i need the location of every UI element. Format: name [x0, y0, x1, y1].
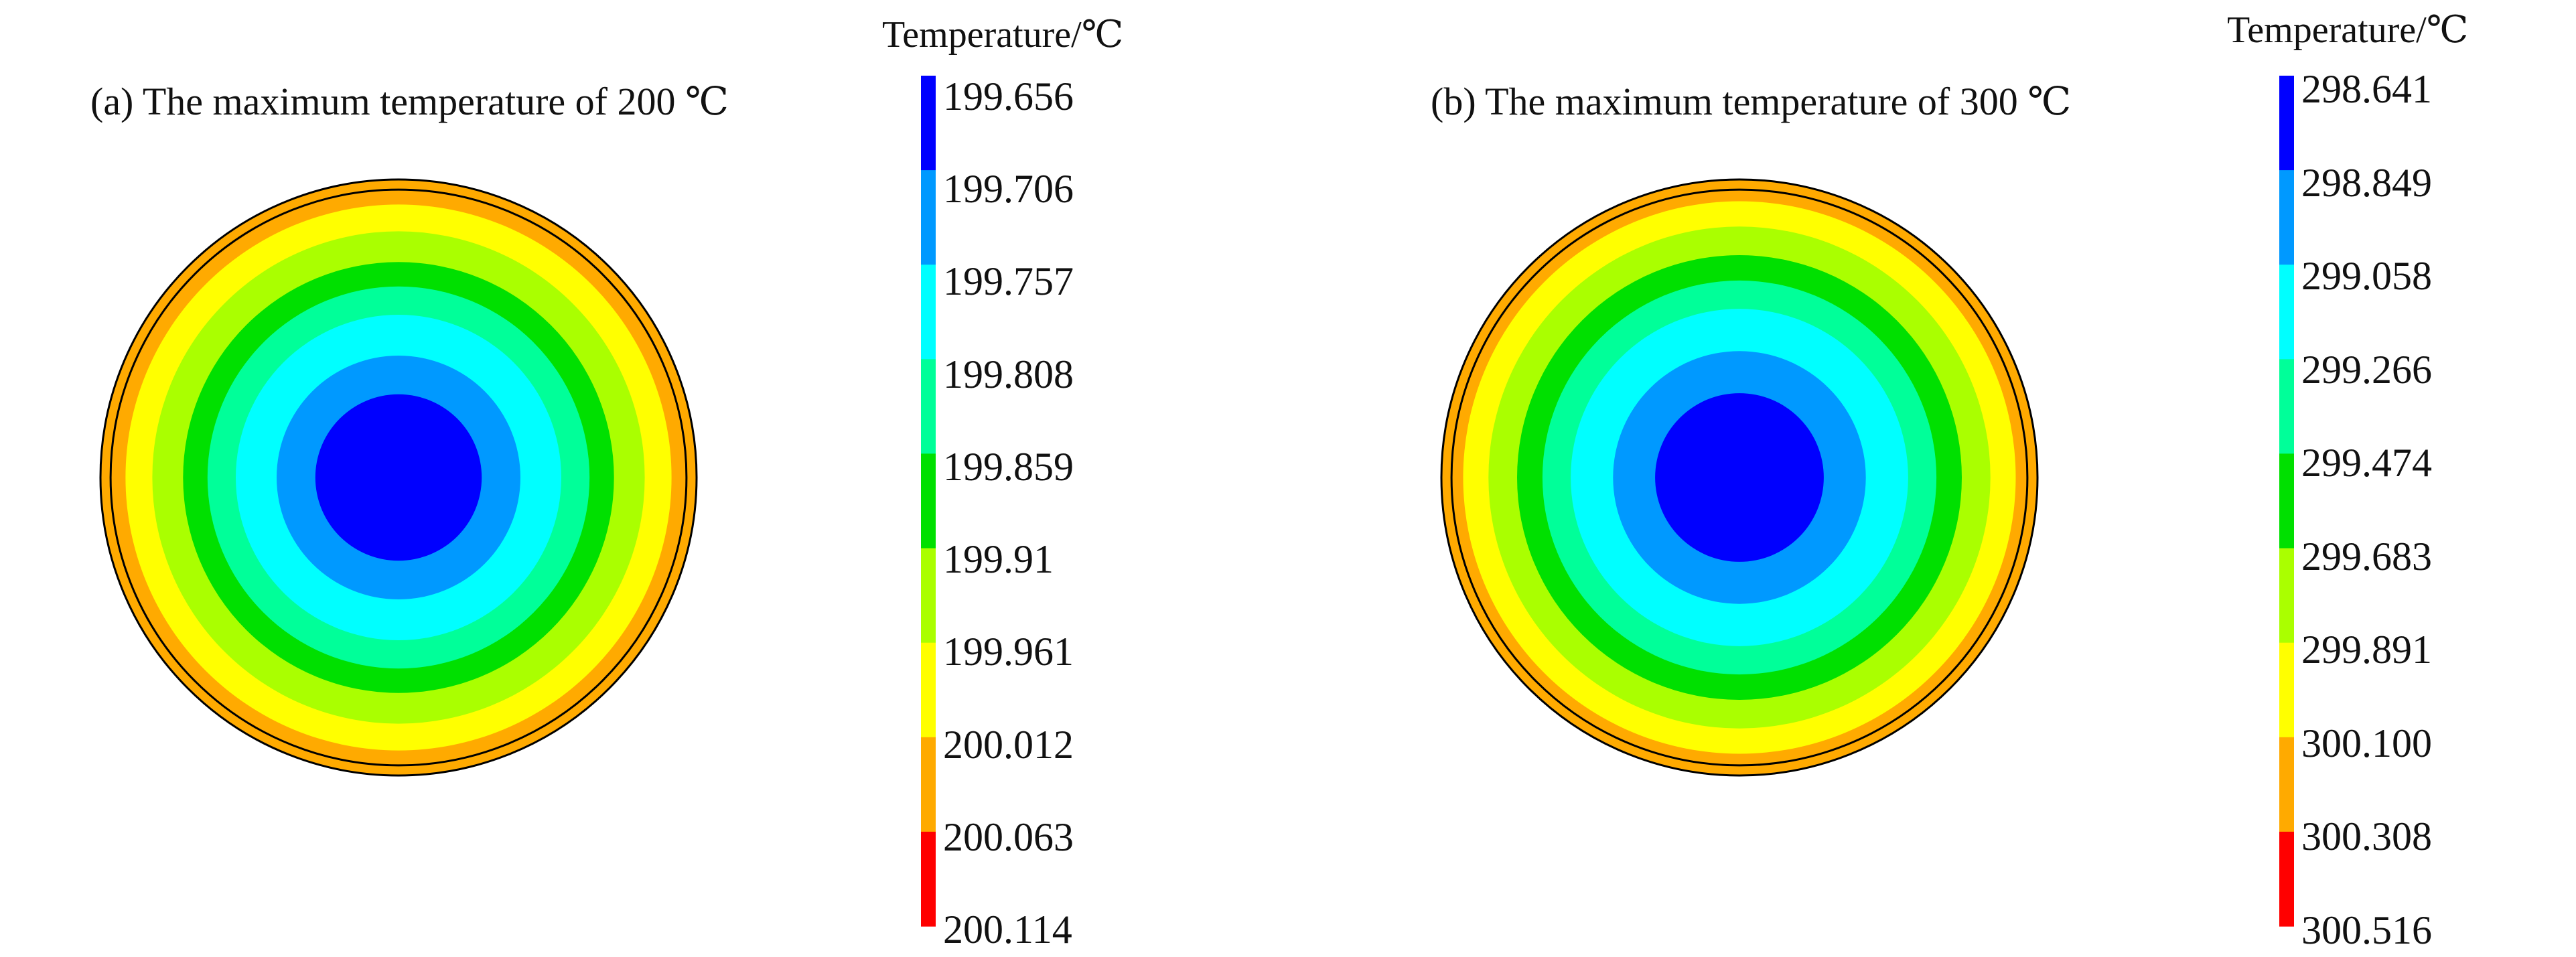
panel-a-colorbar-segment-3 [921, 359, 936, 454]
panel-b-tick-2: 299.058 [2301, 254, 2432, 298]
panel-a-tick-2: 199.757 [943, 259, 1074, 303]
panel-a-legend-ticks: 199.656 199.706 199.757 199.808 199.859 … [943, 74, 1074, 952]
panel-a-title: (a) The maximum temperature of 200 ℃ [90, 80, 729, 123]
panel-b-colorbar-segment-7 [2279, 737, 2294, 832]
panel-a-colorbar [921, 76, 936, 927]
panel-a-colorbar-segment-1 [921, 170, 936, 265]
panel-a-tick-6: 199.961 [943, 630, 1074, 674]
panel-b-colorbar-segment-2 [2279, 265, 2294, 360]
panel-b-tick-1: 298.849 [2301, 161, 2432, 205]
panel-b-tick-5: 299.683 [2301, 534, 2432, 579]
panel-b-contour-outer-outline [1440, 178, 2039, 777]
panel-a-contour [99, 178, 698, 777]
panel-b-contour-inner-outline [1450, 188, 2029, 767]
panel-a-contour-outer-outline [99, 178, 698, 777]
panel-a-colorbar-segment-2 [921, 265, 936, 360]
panel-a-tick-0: 199.656 [943, 74, 1074, 119]
panel-b-title: (b) The maximum temperature of 300 ℃ [1431, 80, 2071, 123]
panel-a-colorbar-segment-7 [921, 737, 936, 832]
panel-b: (b) The maximum temperature of 300 ℃ Tem… [1431, 9, 2468, 952]
panel-b-tick-7: 300.100 [2301, 721, 2432, 765]
panel-a-tick-1: 199.706 [943, 167, 1074, 211]
panel-a-colorbar-segment-5 [921, 548, 936, 644]
panel-a-tick-5: 199.91 [943, 537, 1054, 581]
panel-b-colorbar-segment-6 [2279, 642, 2294, 738]
panel-b-colorbar-segment-4 [2279, 453, 2294, 549]
panel-b-colorbar-segment-0 [2279, 76, 2294, 171]
panel-b-colorbar-segment-8 [2279, 831, 2294, 927]
panel-a-colorbar-segment-8 [921, 831, 936, 927]
panel-a-tick-9: 200.114 [943, 907, 1072, 952]
panel-a-tick-4: 199.859 [943, 445, 1074, 489]
panel-a-tick-8: 200.063 [943, 815, 1074, 859]
panel-b-colorbar-segment-1 [2279, 170, 2294, 265]
panel-a-tick-7: 200.012 [943, 723, 1074, 767]
panel-a-legend-title: Temperature/℃ [882, 14, 1123, 56]
panel-b-tick-6: 299.891 [2301, 628, 2432, 672]
panel-a-colorbar-segment-0 [921, 76, 936, 171]
panel-a-contour-band-0 [315, 394, 482, 561]
panel-b-tick-9: 300.516 [2301, 908, 2432, 952]
panel-b-colorbar-segment-5 [2279, 548, 2294, 644]
panel-b-tick-8: 300.308 [2301, 814, 2432, 859]
panel-b-legend-title: Temperature/℃ [2227, 9, 2468, 51]
panel-b-tick-3: 299.266 [2301, 348, 2432, 392]
panel-b-contour-band-0 [1655, 393, 1824, 562]
panel-a: (a) The maximum temperature of 200 ℃ Tem… [90, 14, 1123, 952]
panel-a-colorbar-segment-6 [921, 642, 936, 738]
panel-a-tick-3: 199.808 [943, 352, 1074, 396]
panel-b-tick-0: 298.641 [2301, 67, 2432, 111]
panel-b-contour [1440, 178, 2039, 777]
panel-b-tick-4: 299.474 [2301, 441, 2432, 485]
panel-b-colorbar [2279, 76, 2294, 927]
panel-a-colorbar-segment-4 [921, 453, 936, 549]
panel-b-colorbar-segment-3 [2279, 359, 2294, 454]
panel-a-contour-inner-outline [109, 188, 688, 767]
panel-b-legend-ticks: 298.641 298.849 299.058 299.266 299.474 … [2301, 67, 2432, 952]
